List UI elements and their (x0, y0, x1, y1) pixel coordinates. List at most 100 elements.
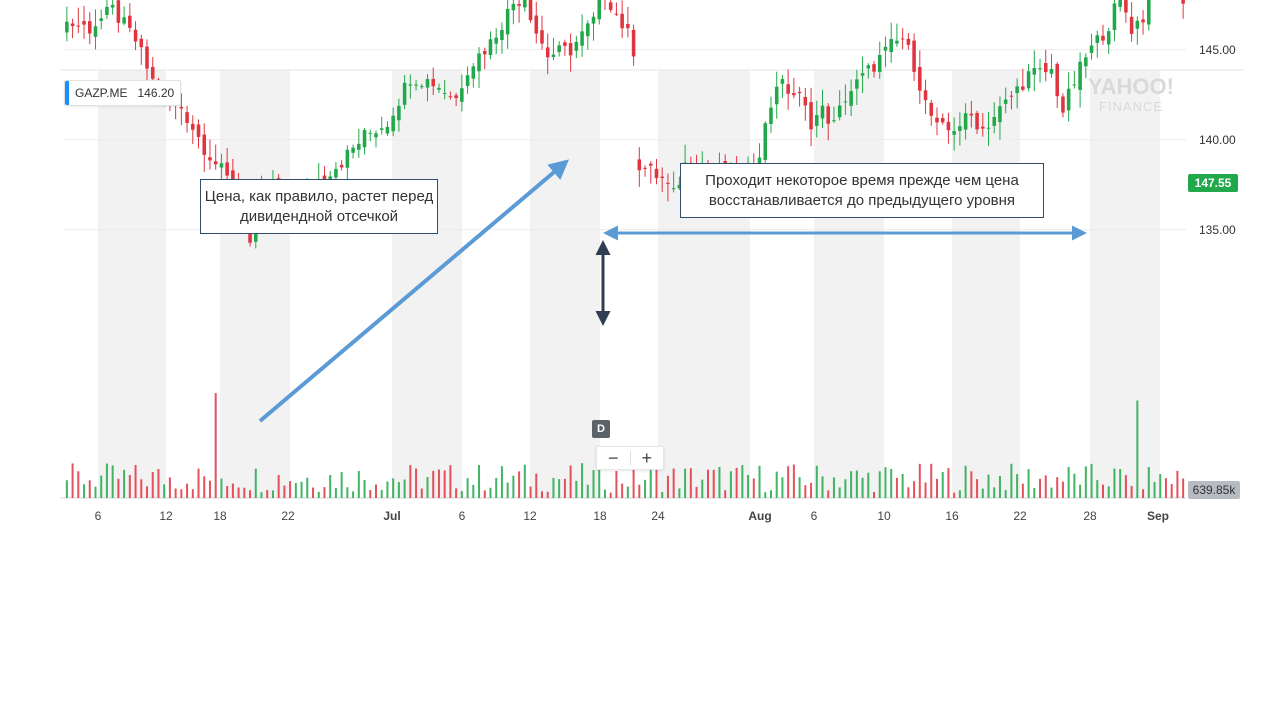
candle-body (528, 0, 533, 21)
candle-body (826, 106, 830, 124)
candle-body (769, 107, 773, 124)
volume-bar (220, 478, 223, 498)
volume-bar (214, 393, 217, 498)
volume-bar (306, 477, 309, 498)
volume-bar (981, 488, 984, 498)
volume-bar (609, 492, 612, 498)
volume-bar (901, 473, 904, 498)
rising-price-annotation: Цена, как правило, растет перед дивиденд… (200, 179, 438, 234)
volume-bar (1159, 474, 1162, 498)
candle-body (482, 50, 487, 55)
candle-body (923, 90, 928, 101)
volume-bar (346, 487, 349, 498)
recovery-annotation: Проходит некоторое время прежде чем цена… (680, 163, 1044, 218)
candle-body (540, 30, 544, 44)
volume-bar (449, 465, 452, 498)
volume-bar (409, 465, 412, 498)
volume-bar (1136, 400, 1139, 498)
volume-bar (644, 479, 647, 498)
volume-bar (661, 492, 664, 498)
candle-body (1141, 19, 1145, 23)
candle-body (986, 127, 991, 129)
candle-body (654, 168, 659, 179)
volume-tag: 639.85k (1188, 481, 1240, 499)
candle-body (563, 42, 567, 46)
candle-body (1106, 31, 1111, 45)
volume-bar (821, 476, 824, 498)
background-band (658, 70, 750, 498)
candle-body (448, 96, 453, 98)
candle-body (185, 112, 189, 124)
volume-bar (764, 492, 767, 498)
volume-bar (151, 472, 154, 498)
candle-body (93, 26, 98, 37)
candle-body (1135, 20, 1140, 29)
volume-bar (111, 465, 114, 498)
volume-bar (815, 465, 818, 498)
volume-bar (128, 474, 131, 498)
candle-body (900, 38, 905, 40)
candle-body (1009, 95, 1014, 97)
volume-bar (483, 490, 486, 498)
volume-bar (558, 479, 561, 498)
volume-bar (1113, 468, 1116, 498)
background-band (1090, 70, 1160, 498)
candle-body (1181, 0, 1185, 4)
recovery-annotation-text: Проходит некоторое время прежде чем цена… (705, 171, 1019, 209)
volume-bar (65, 480, 68, 498)
zoom-out-button[interactable]: − (607, 448, 619, 468)
candle-body (1124, 0, 1128, 13)
candle-body (133, 29, 138, 42)
volume-bar (243, 487, 246, 498)
candle-body (82, 20, 86, 25)
candle-body (1112, 3, 1117, 30)
candle-body (471, 66, 476, 79)
candle-body (660, 176, 664, 179)
volume-bar (426, 476, 429, 498)
zoom-in-button[interactable]: + (641, 448, 652, 468)
volume-bar (861, 477, 864, 498)
volume-bar (976, 479, 979, 498)
volume-bar (506, 482, 509, 498)
volume-bar (1073, 473, 1076, 498)
volume-bar (374, 484, 377, 498)
candle-body (843, 101, 848, 103)
candle-body (626, 23, 630, 29)
volume-bar (340, 472, 343, 498)
volume-bar (363, 479, 366, 498)
rising-trend-arrow (258, 159, 570, 423)
candle-body (551, 54, 556, 57)
candle-body (671, 188, 676, 190)
candle-body (866, 65, 871, 69)
volume-bar (632, 464, 635, 498)
volume-bar (163, 484, 166, 498)
chart-background-bands (98, 70, 1160, 498)
volume-bar (615, 470, 618, 498)
x-tick-label: 24 (651, 509, 665, 523)
x-tick-label: 6 (810, 509, 818, 523)
volume-bar (489, 487, 492, 498)
candle-body (191, 123, 195, 130)
background-band (952, 70, 1020, 498)
volume-bar (586, 484, 589, 498)
volume-bar (1170, 484, 1173, 498)
volume-bar (563, 478, 566, 498)
candle-body (322, 175, 327, 181)
ticker-label[interactable]: GAZP.ME 146.20 (64, 80, 182, 106)
rising-price-annotation-text: Цена, как правило, растет перед дивиденд… (204, 187, 434, 225)
volume-bar (197, 468, 200, 498)
dividend-marker[interactable]: D (592, 420, 610, 438)
volume-bar (495, 477, 498, 498)
volume-bar (472, 484, 475, 498)
volume-bar (455, 488, 458, 498)
volume-bar (105, 463, 108, 498)
candle-body (1084, 57, 1088, 67)
candle-body (855, 79, 859, 89)
candle-body (500, 29, 504, 41)
volume-bar (1016, 474, 1019, 498)
volume-bar (283, 485, 286, 498)
volume-bar (947, 468, 950, 498)
volume-bar (226, 486, 229, 498)
volume-bar (77, 471, 80, 498)
volume-bar (415, 468, 418, 498)
